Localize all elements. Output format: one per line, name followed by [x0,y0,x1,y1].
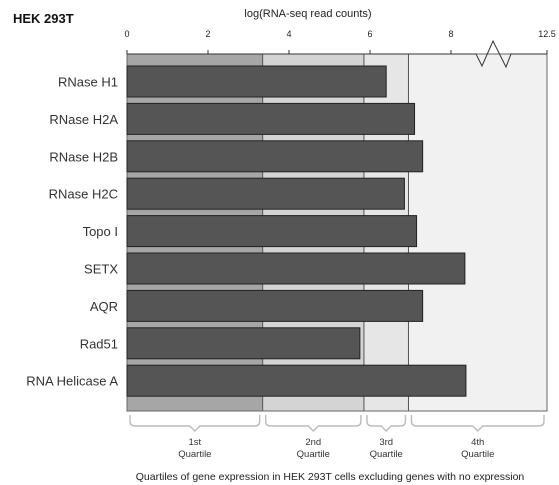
bar [126,65,387,98]
quartile-band [408,54,547,411]
category-label: Topo I [83,224,118,239]
category-label: RNA Helicase A [26,374,118,389]
category-labels: RNase H1 RNase H2A RNase H2B RNase H2C Topo … [26,75,118,389]
quartile-band-strip [262,397,364,411]
quartile-bracket [410,415,545,432]
x-axis-label: log(RNA-seq read counts) [244,8,371,20]
bar [126,140,424,173]
bar [126,102,416,135]
bar [126,177,405,210]
category-label: RNase H1 [58,75,118,90]
category-label: RNase H2C [49,187,118,202]
bar [126,289,424,322]
footnote: Quartiles of gene expression in HEK 293T… [136,471,525,483]
category-label: SETX [84,262,118,277]
quartile-label: 1st [188,437,201,448]
quartile-bracket [264,415,362,432]
category-label: RNase H2B [49,149,118,164]
bar [126,327,361,360]
quartile-band-strip [408,397,547,411]
quartile-band-strip [363,397,409,411]
x-axis: 0 2 4 6 8 12.5 [124,29,556,69]
category-label: AQR [90,299,118,314]
axis-break [475,39,547,69]
quartile-bracket [129,415,261,432]
quartile-band-strip [127,397,263,411]
quartile-label: 3rd [379,437,393,448]
quartile-label: 2nd [305,437,321,448]
quartile-brackets: 1stQuartile2ndQuartile3rdQuartile4thQuar… [129,415,545,460]
quartile-sublabel: Quartile [297,449,330,460]
bar [126,364,467,397]
quartile-sublabel: Quartile [370,449,403,460]
axis-tick-label: 0 [124,29,129,39]
quartile-sublabel: Quartile [461,449,494,460]
axis-tick-label: 4 [286,29,291,39]
category-label: RNase H2A [49,112,118,127]
axis-tick-label: 6 [367,29,372,39]
category-label: Rad51 [80,336,118,351]
axis-tick-label: 2 [205,29,210,39]
axis-tick-label: 12.5 [538,29,556,39]
quartile-label: 4th [471,437,484,448]
axis-tick-label: 8 [448,29,453,39]
quartile-bracket [366,415,407,432]
bar [126,252,466,285]
bar [126,215,418,248]
chart-title: HEK 293T [13,11,74,26]
quartile-sublabel: Quartile [178,449,211,460]
bars [126,65,467,397]
